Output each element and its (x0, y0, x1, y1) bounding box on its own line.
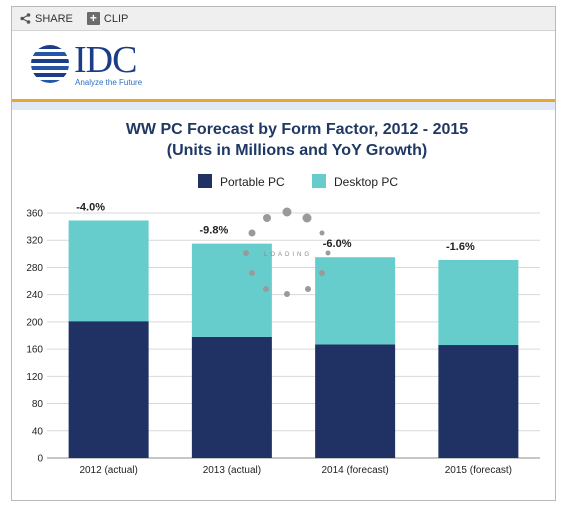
chart-title: WW PC Forecast by Form Factor, 2012 - 20… (126, 121, 468, 138)
bar-portable-pc (68, 321, 149, 458)
yoy-growth-label: -1.6% (446, 241, 475, 253)
toolbar: SHARE + CLIP (12, 7, 555, 31)
loading-spinner: LOADING (243, 207, 331, 297)
x-tick-label: 2015 (forecast) (445, 465, 512, 476)
loading-label: LOADING (264, 252, 312, 258)
y-tick-label: 80 (32, 399, 44, 410)
y-tick-label: 200 (26, 317, 43, 328)
header-logo-area: IDC Analyze the Future (12, 31, 555, 101)
y-axis: 0 40 80 120 160 200 240 280 320 360 (26, 209, 43, 465)
legend: Portable PC Desktop PC (198, 174, 398, 189)
bar-portable-pc (315, 344, 396, 458)
x-tick-label: 2014 (forecast) (321, 465, 388, 476)
plus-icon: + (86, 12, 100, 25)
yoy-growth-label: -6.0% (323, 238, 352, 250)
globe-icon (31, 45, 69, 83)
y-tick-label: 280 (26, 263, 43, 274)
legend-swatch-portable (198, 174, 212, 188)
legend-label-desktop: Desktop PC (334, 175, 398, 189)
x-tick-label: 2013 (actual) (203, 465, 261, 476)
y-tick-label: 0 (37, 454, 43, 465)
bar-desktop-pc (315, 257, 396, 345)
data-labels: -4.0% -9.8% -6.0% -1.6% (76, 201, 475, 252)
y-tick-label: 40 (32, 426, 44, 437)
x-tick-label: 2012 (actual) (79, 465, 137, 476)
header-band (12, 102, 555, 110)
bars (68, 220, 519, 458)
share-label: SHARE (35, 12, 73, 25)
yoy-growth-label: -9.8% (200, 225, 229, 237)
x-axis: 2012 (actual) 2013 (actual) 2014 (forecast… (79, 465, 512, 476)
share-button[interactable]: SHARE (20, 13, 73, 25)
idc-logo: IDC Analyze the Future (29, 39, 143, 87)
bar-portable-pc (438, 345, 519, 458)
legend-label-portable: Portable PC (220, 175, 285, 189)
clip-label: CLIP (103, 12, 129, 25)
y-tick-label: 120 (26, 372, 43, 383)
yoy-growth-label: -4.0% (76, 201, 105, 213)
bar-desktop-pc (191, 243, 272, 337)
bar-desktop-pc (68, 220, 149, 322)
share-icon (20, 13, 31, 24)
y-tick-label: 320 (26, 236, 43, 247)
logo-wordmark: IDC (74, 39, 137, 81)
bar-portable-pc (191, 336, 272, 458)
chart-subtitle: (Units in Millions and YoY Growth) (167, 142, 427, 159)
y-tick-label: 240 (26, 290, 43, 301)
legend-swatch-desktop (312, 174, 326, 188)
header-divider (12, 99, 555, 102)
logo-tagline: Analyze the Future (75, 78, 143, 87)
bar-desktop-pc (438, 259, 519, 346)
y-tick-label: 160 (26, 345, 43, 356)
y-tick-label: 360 (26, 209, 43, 220)
clip-button[interactable]: + CLIP (86, 12, 129, 25)
